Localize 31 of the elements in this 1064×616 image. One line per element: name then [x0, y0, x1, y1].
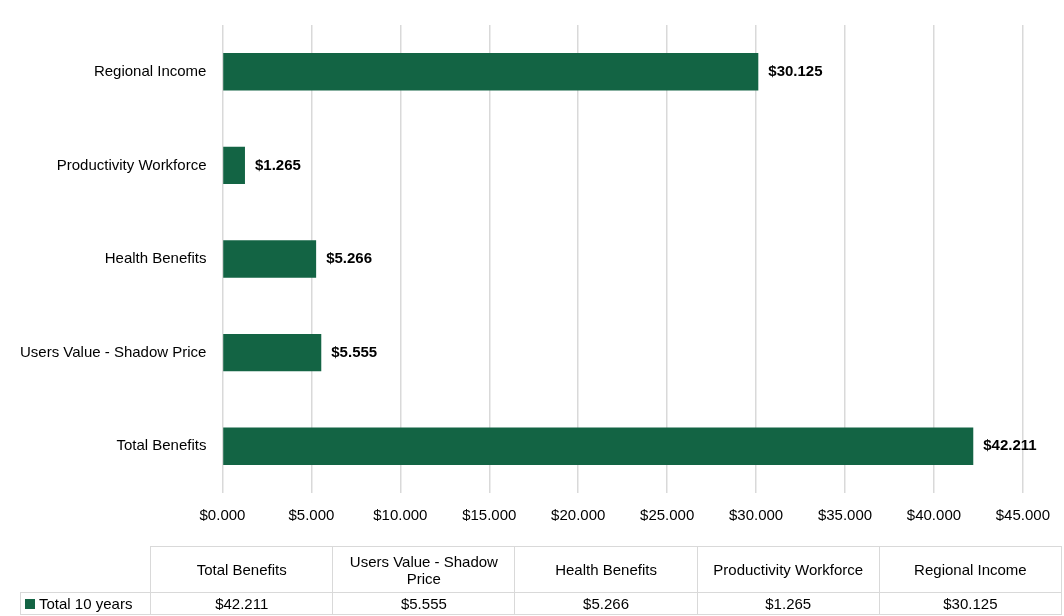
text: $42.211	[215, 595, 269, 612]
category-label: Users Value - Shadow Price	[349, 552, 498, 587]
y-tick-label: Productivity Workforce	[56, 155, 207, 173]
data-label: $42.211	[983, 436, 1037, 454]
y-tick-label: Health Benefits	[104, 249, 207, 267]
text: $30.125	[943, 595, 998, 612]
x-tick-label: $30.000	[728, 506, 784, 524]
data-label: $30.125	[768, 61, 823, 79]
x-tick-label: $45.000	[995, 506, 1051, 524]
category-label: Health Benefits	[555, 561, 657, 578]
data-label: $5.555	[331, 342, 378, 360]
text: $5.266	[583, 595, 629, 612]
data-label: $5.266	[326, 249, 373, 267]
x-tick-label: $10.000	[373, 506, 428, 524]
legend-label: Total 10 years	[20, 592, 151, 615]
y-tick-label: Users Value - Shadow Price	[20, 342, 207, 360]
category-label: Productivity Workforce	[713, 561, 864, 578]
text: $1.265	[765, 595, 812, 612]
category-label: Total Benefits	[196, 561, 287, 578]
data-label: $1.265	[254, 155, 301, 173]
y-tick-label: Total Benefits	[116, 436, 207, 454]
x-tick-label: $20.000	[551, 506, 606, 524]
x-tick-label: $5.000	[288, 506, 335, 524]
x-tick-label: $40.000	[906, 506, 962, 524]
category-label: Regional Income	[914, 561, 1027, 578]
y-tick-label: Regional Income	[93, 61, 207, 79]
text: $5.555	[400, 595, 447, 612]
x-tick-label: $0.000	[199, 506, 246, 524]
x-tick-label: $35.000	[817, 506, 873, 524]
x-tick-label: $15.000	[462, 506, 517, 524]
x-tick-label: $25.000	[640, 506, 695, 524]
